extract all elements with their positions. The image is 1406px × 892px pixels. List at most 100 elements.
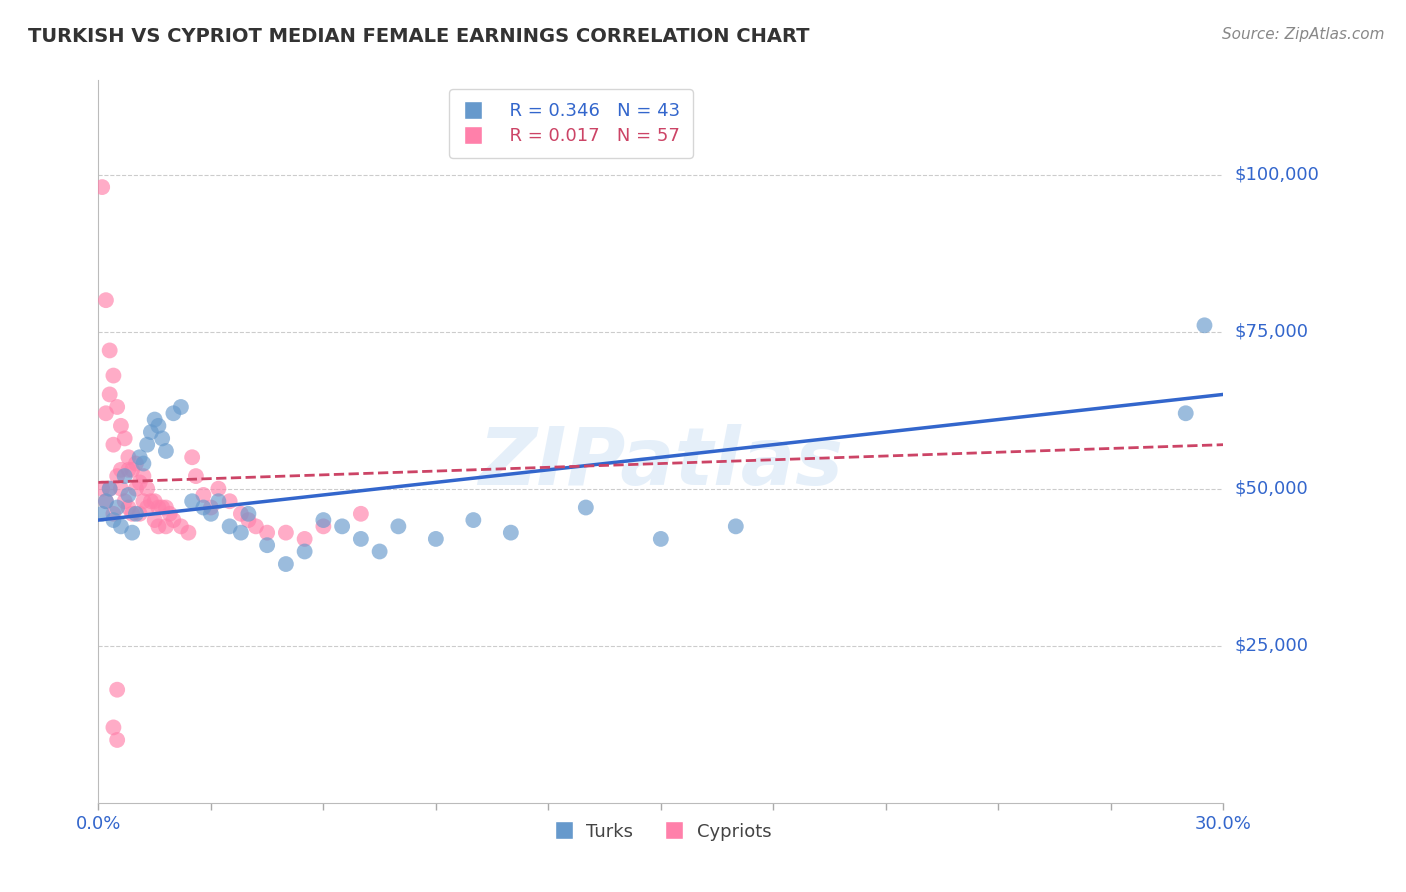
Point <box>121 507 143 521</box>
Point <box>294 532 316 546</box>
Point <box>238 507 260 521</box>
Point <box>155 519 177 533</box>
Point <box>143 513 166 527</box>
Point <box>94 406 117 420</box>
Point <box>148 500 170 515</box>
Point <box>238 513 260 527</box>
Point <box>150 431 173 445</box>
Text: ZIPatlas: ZIPatlas <box>478 425 844 502</box>
Point <box>155 500 177 515</box>
Point <box>575 500 598 515</box>
Point <box>91 180 114 194</box>
Point <box>98 387 121 401</box>
Point <box>200 500 222 515</box>
Point <box>1194 318 1216 333</box>
Point <box>94 494 117 508</box>
Point <box>724 519 747 533</box>
Point <box>170 400 193 414</box>
Point <box>170 519 193 533</box>
Text: $50,000: $50,000 <box>1234 480 1308 498</box>
Point <box>91 482 114 496</box>
Point <box>387 519 409 533</box>
Point <box>150 500 173 515</box>
Point <box>425 532 447 546</box>
Point <box>128 450 150 465</box>
Point <box>114 494 136 508</box>
Legend: Turks, Cypriots: Turks, Cypriots <box>543 815 779 848</box>
Point <box>245 519 267 533</box>
Point <box>274 525 297 540</box>
Point <box>330 519 353 533</box>
Point <box>105 469 128 483</box>
Point <box>110 519 132 533</box>
Point <box>105 733 128 747</box>
Point <box>125 482 148 496</box>
Point <box>148 519 170 533</box>
Point <box>110 418 132 433</box>
Point <box>132 469 155 483</box>
Point <box>143 412 166 426</box>
Point <box>184 469 207 483</box>
Point <box>162 513 184 527</box>
Point <box>256 538 278 552</box>
Point <box>193 500 215 515</box>
Point <box>105 682 128 697</box>
Point <box>94 293 117 308</box>
Point <box>1174 406 1197 420</box>
Point <box>159 507 181 521</box>
Point <box>136 438 159 452</box>
Point <box>274 557 297 571</box>
Point <box>218 494 240 508</box>
Point <box>132 494 155 508</box>
Text: $75,000: $75,000 <box>1234 323 1309 341</box>
Point <box>193 488 215 502</box>
Point <box>207 482 229 496</box>
Point <box>125 457 148 471</box>
Point <box>110 463 132 477</box>
Point <box>499 525 522 540</box>
Text: TURKISH VS CYPRIOT MEDIAN FEMALE EARNINGS CORRELATION CHART: TURKISH VS CYPRIOT MEDIAN FEMALE EARNING… <box>28 27 810 45</box>
Point <box>114 469 136 483</box>
Point <box>207 494 229 508</box>
Point <box>103 513 125 527</box>
Point <box>94 494 117 508</box>
Point <box>143 494 166 508</box>
Point <box>117 450 139 465</box>
Point <box>136 482 159 496</box>
Point <box>105 400 128 414</box>
Text: $100,000: $100,000 <box>1234 166 1319 184</box>
Point <box>294 544 316 558</box>
Point <box>132 457 155 471</box>
Point <box>162 406 184 420</box>
Point <box>229 507 252 521</box>
Point <box>218 519 240 533</box>
Point <box>121 525 143 540</box>
Point <box>148 418 170 433</box>
Point <box>98 482 121 496</box>
Point <box>128 507 150 521</box>
Point <box>229 525 252 540</box>
Point <box>177 525 200 540</box>
Point <box>103 507 125 521</box>
Point <box>312 519 335 533</box>
Point <box>103 720 125 734</box>
Point <box>105 500 128 515</box>
Point <box>350 532 373 546</box>
Point <box>181 494 204 508</box>
Point <box>91 507 114 521</box>
Point <box>114 431 136 445</box>
Point <box>110 482 132 496</box>
Point <box>98 482 121 496</box>
Point <box>136 500 159 515</box>
Point <box>463 513 485 527</box>
Point <box>650 532 672 546</box>
Point <box>139 494 162 508</box>
Point <box>117 500 139 515</box>
Point <box>368 544 391 558</box>
Point <box>200 507 222 521</box>
Text: $25,000: $25,000 <box>1234 637 1309 655</box>
Point <box>98 343 121 358</box>
Point <box>121 463 143 477</box>
Point <box>125 507 148 521</box>
Point <box>103 438 125 452</box>
